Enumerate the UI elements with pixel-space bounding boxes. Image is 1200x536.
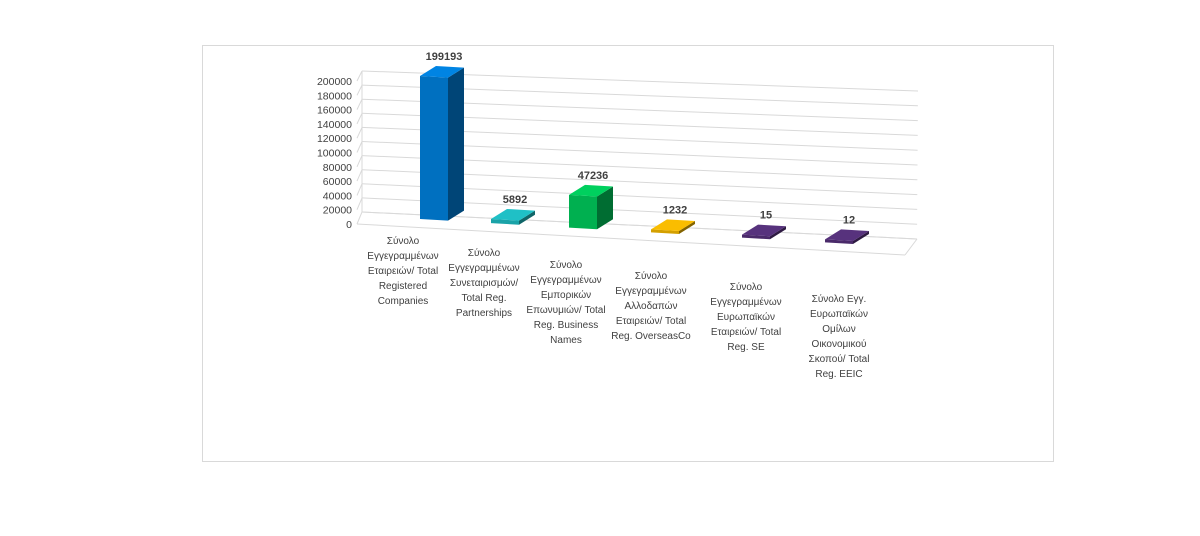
bar-side xyxy=(448,67,464,221)
bar-side xyxy=(597,186,613,230)
gridline-side xyxy=(356,84,363,96)
y-tick-label: 60000 xyxy=(323,176,352,188)
bar xyxy=(742,224,786,240)
data-label: 1232 xyxy=(663,204,687,216)
gridline-side xyxy=(356,113,363,125)
labels: 0 20000 40000 60000 80000 100000 120000 140000 1… xyxy=(317,51,870,380)
category-label: Σύνολο Εγγεγραμμένων Αλλοδαπών Εταιρειών/ T… xyxy=(611,270,691,342)
bar-side xyxy=(770,226,786,240)
bar-front xyxy=(491,218,519,225)
chart-frame: 0 20000 40000 60000 80000 100000 120000 140000 1… xyxy=(202,45,1054,462)
gridline-side xyxy=(356,183,363,196)
data-label: 47236 xyxy=(578,170,609,182)
gridline-side xyxy=(356,98,363,110)
gridline-side xyxy=(356,127,363,139)
bar-top xyxy=(420,65,464,78)
y-tick-label: 120000 xyxy=(317,133,352,145)
gridline-side xyxy=(356,70,363,82)
data-label: 12 xyxy=(843,214,855,226)
bar xyxy=(491,208,535,225)
bar-top xyxy=(825,229,869,242)
gridline-side xyxy=(356,141,363,153)
y-tick-label: 180000 xyxy=(317,90,352,102)
bar-front xyxy=(569,194,597,230)
bar-front xyxy=(420,75,448,221)
bar-top xyxy=(569,184,613,197)
y-tick-label: 160000 xyxy=(317,105,352,117)
data-label: 199193 xyxy=(426,51,463,63)
data-label: 5892 xyxy=(503,194,527,206)
gridline-side xyxy=(356,155,363,168)
y-tick-label: 140000 xyxy=(317,119,352,131)
bar-top xyxy=(742,224,786,237)
y-tick-label: 200000 xyxy=(317,76,352,88)
bar xyxy=(420,65,464,221)
gridline-side xyxy=(356,197,363,210)
floor-front-edge xyxy=(356,223,906,256)
bar xyxy=(825,229,869,245)
category-label: Σύνολο Εγγεγραμμένων Εμπορικών Επωνυμιών/ T… xyxy=(526,259,605,346)
bar-side xyxy=(853,231,869,245)
bars xyxy=(420,65,869,245)
category-label: Σύνολο Εγγ. Ευρωπαϊκών Ομίλων Οικονομικού Σκ… xyxy=(809,293,870,380)
bar xyxy=(569,184,613,230)
data-label: 15 xyxy=(760,210,772,222)
category-label: Σύνολο Εγγεγραμμένων Ευρωπαϊκών Εταιρειών/ … xyxy=(710,281,781,353)
bar-top xyxy=(651,219,695,231)
category-label: Σύνολο Εγγεγραμμένων Εταιρειών/ Total Regis… xyxy=(367,235,438,307)
gridline-side xyxy=(356,211,363,225)
bar xyxy=(651,219,695,234)
bar-front xyxy=(651,229,679,234)
bar-front xyxy=(825,239,853,245)
y-tick-label: 20000 xyxy=(323,205,352,217)
y-tick-label: 80000 xyxy=(323,162,352,174)
bar-chart-3d: 0 20000 40000 60000 80000 100000 120000 140000 1… xyxy=(317,51,919,380)
y-tick-label: 40000 xyxy=(323,190,352,202)
category-label: Σύνολο Εγγεγραμμένων Συνεταιρισμών/Total R… xyxy=(448,247,519,319)
y-tick-label: 0 xyxy=(346,219,352,231)
bar-top xyxy=(491,208,535,221)
bar-front xyxy=(742,234,770,240)
bar-side xyxy=(679,220,695,234)
y-tick-label: 100000 xyxy=(317,148,352,160)
bar-side xyxy=(519,210,535,225)
floor-right-edge xyxy=(904,238,918,256)
gridline-side xyxy=(356,169,363,182)
